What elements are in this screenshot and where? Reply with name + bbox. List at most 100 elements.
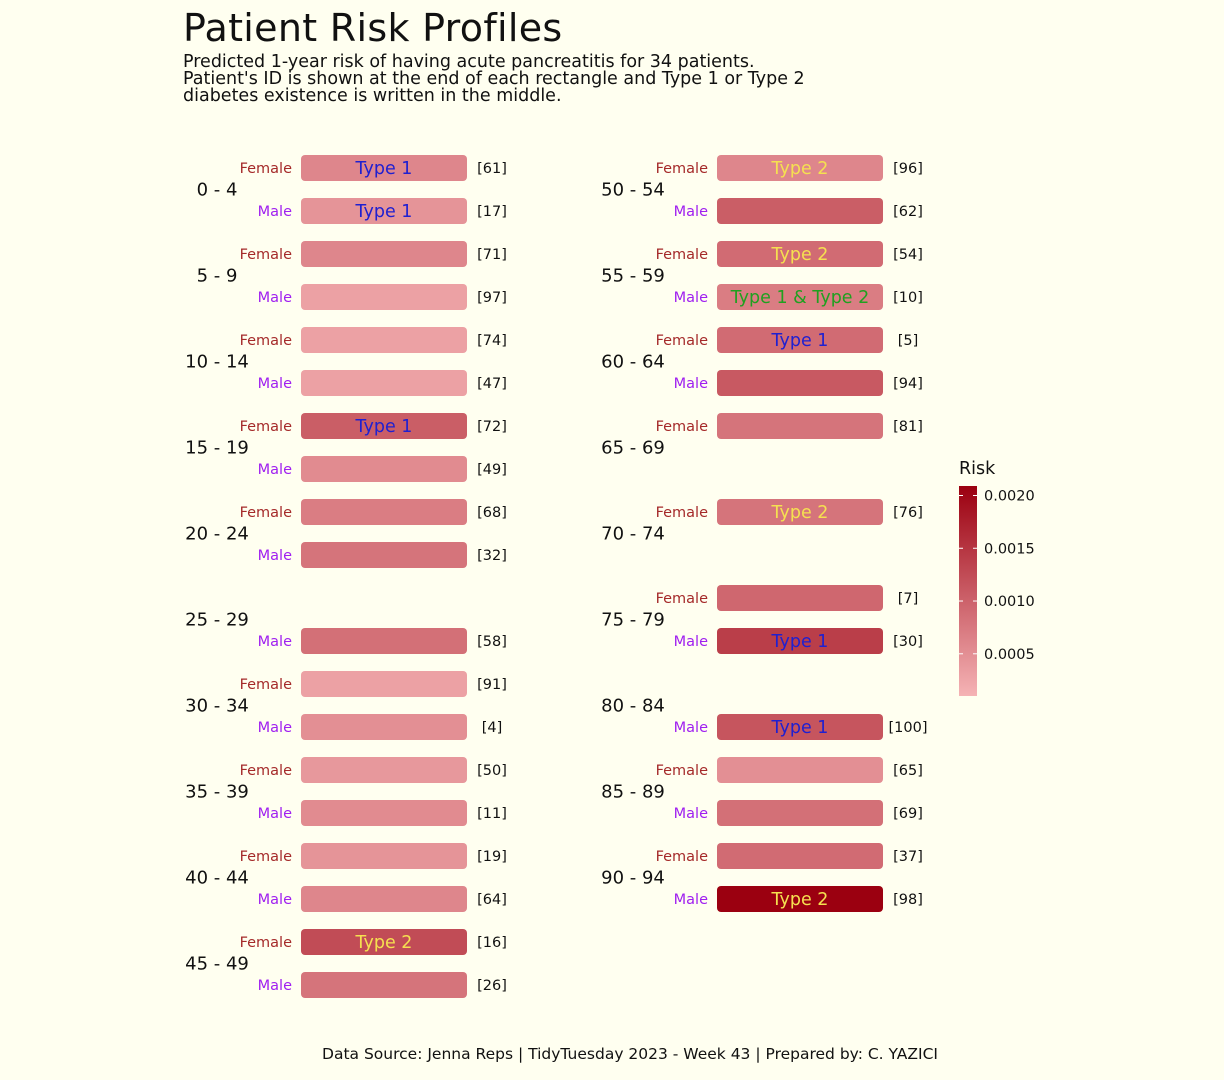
patient-id-label: [19] xyxy=(477,849,507,865)
patient-id-label: [91] xyxy=(477,677,507,693)
female-label: Female xyxy=(240,161,293,177)
age-group-label: 70 - 74 xyxy=(601,524,665,545)
patient-id-label: [69] xyxy=(893,806,923,822)
male-label: Male xyxy=(258,634,292,650)
age-group-label: 80 - 84 xyxy=(601,696,665,717)
patient-id-label: [100] xyxy=(889,720,928,736)
diabetes-label: Type 2 xyxy=(771,245,829,265)
patient-id-label: [94] xyxy=(893,376,923,392)
patient-id-label: [68] xyxy=(477,505,507,521)
patient-id-label: [50] xyxy=(477,763,507,779)
risk-tile xyxy=(717,413,883,439)
risk-tile xyxy=(717,198,883,224)
age-group-label: 5 - 9 xyxy=(197,266,238,287)
patient-id-label: [98] xyxy=(893,892,923,908)
male-label: Male xyxy=(258,806,292,822)
chart-title: Patient Risk Profiles xyxy=(183,6,563,50)
risk-tile xyxy=(301,714,467,740)
patient-id-label: [11] xyxy=(477,806,507,822)
patient-id-label: [65] xyxy=(893,763,923,779)
patient-id-label: [62] xyxy=(893,204,923,220)
diabetes-label: Type 2 xyxy=(771,890,829,910)
patient-id-label: [61] xyxy=(477,161,507,177)
risk-tile xyxy=(301,800,467,826)
risk-tile xyxy=(301,327,467,353)
risk-tile xyxy=(301,628,467,654)
female-label: Female xyxy=(240,247,293,263)
female-label: Female xyxy=(240,677,293,693)
risk-tile xyxy=(301,671,467,697)
risk-tile xyxy=(301,972,467,998)
risk-tile xyxy=(301,886,467,912)
female-label: Female xyxy=(656,333,709,349)
male-label: Male xyxy=(258,720,292,736)
male-label: Male xyxy=(258,978,292,994)
patient-id-label: [49] xyxy=(477,462,507,478)
diabetes-label: Type 2 xyxy=(771,159,829,179)
legend-colorbar xyxy=(959,486,977,696)
age-group-label: 20 - 24 xyxy=(185,524,249,545)
age-group-label: 10 - 14 xyxy=(185,352,249,373)
age-group-label: 65 - 69 xyxy=(601,438,665,459)
risk-tile xyxy=(717,155,883,181)
risk-tile xyxy=(301,284,467,310)
patient-id-label: [81] xyxy=(893,419,923,435)
patient-id-label: [64] xyxy=(477,892,507,908)
female-label: Female xyxy=(656,161,709,177)
risk-tile xyxy=(717,284,883,310)
risk-tile xyxy=(301,370,467,396)
diabetes-label: Type 2 xyxy=(771,503,829,523)
female-label: Female xyxy=(240,419,293,435)
female-label: Female xyxy=(240,505,293,521)
age-group-label: 15 - 19 xyxy=(185,438,249,459)
risk-tile xyxy=(301,499,467,525)
risk-tile xyxy=(717,800,883,826)
risk-tile xyxy=(717,714,883,740)
risk-tile xyxy=(717,370,883,396)
patient-id-label: [71] xyxy=(477,247,507,263)
risk-tile xyxy=(717,757,883,783)
patient-id-label: [17] xyxy=(477,204,507,220)
legend-title: Risk xyxy=(959,459,996,479)
risk-tile xyxy=(717,585,883,611)
age-group-label: 25 - 29 xyxy=(185,610,249,631)
risk-tile xyxy=(301,843,467,869)
age-group-label: 75 - 79 xyxy=(601,610,665,631)
subtitle-line-1: Predicted 1-year risk of having acute pa… xyxy=(183,52,755,72)
legend-tick-label: 0.0005 xyxy=(984,647,1035,663)
female-label: Female xyxy=(656,247,709,263)
patient-id-label: [10] xyxy=(893,290,923,306)
age-group-label: 30 - 34 xyxy=(185,696,249,717)
female-label: Female xyxy=(656,419,709,435)
risk-tile xyxy=(301,929,467,955)
diabetes-label: Type 1 xyxy=(771,632,829,652)
age-group-label: 50 - 54 xyxy=(601,180,665,201)
male-label: Male xyxy=(674,634,708,650)
risk-tile xyxy=(717,628,883,654)
diabetes-label: Type 1 xyxy=(355,202,413,222)
risk-tile xyxy=(717,886,883,912)
male-label: Male xyxy=(674,204,708,220)
diabetes-label: Type 1 xyxy=(771,718,829,738)
male-label: Male xyxy=(258,548,292,564)
risk-tile xyxy=(717,241,883,267)
age-group-label: 60 - 64 xyxy=(601,352,665,373)
patient-id-label: [16] xyxy=(477,935,507,951)
male-label: Male xyxy=(258,376,292,392)
legend-tick-label: 0.0020 xyxy=(984,488,1035,504)
male-label: Male xyxy=(674,806,708,822)
patient-id-label: [97] xyxy=(477,290,507,306)
diabetes-label: Type 1 xyxy=(771,331,829,351)
risk-tile xyxy=(301,413,467,439)
female-label: Female xyxy=(240,333,293,349)
male-label: Male xyxy=(674,376,708,392)
female-label: Female xyxy=(240,849,293,865)
chart-subtitle: Predicted 1-year risk of having acute pa… xyxy=(183,52,903,105)
diabetes-label: Type 2 xyxy=(355,933,413,953)
age-group-label: 90 - 94 xyxy=(601,868,665,889)
female-label: Female xyxy=(240,935,293,951)
male-label: Male xyxy=(258,892,292,908)
risk-tile xyxy=(717,843,883,869)
age-group-label: 0 - 4 xyxy=(197,180,238,201)
